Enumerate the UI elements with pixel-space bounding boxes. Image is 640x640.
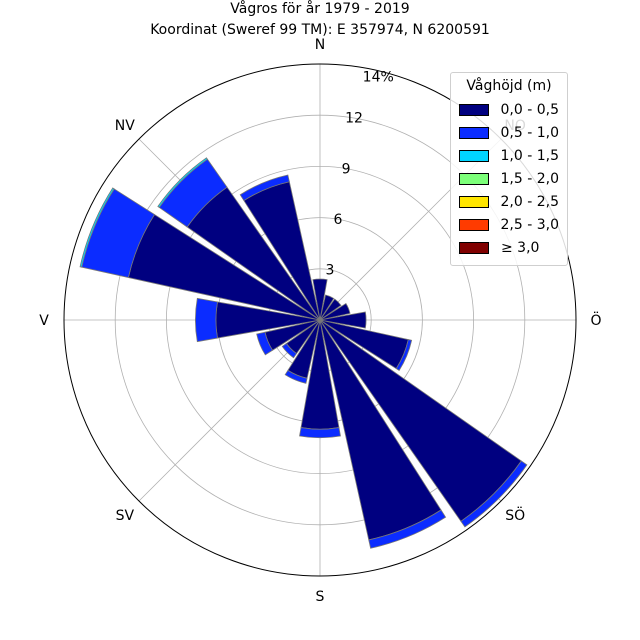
- direction-label: S: [316, 589, 325, 605]
- legend-entry: 1,0 - 1,5: [459, 144, 559, 167]
- direction-label: SV: [116, 508, 135, 524]
- legend-swatch: [459, 103, 489, 116]
- rose-bar-segment: [299, 427, 341, 439]
- rose-bar-segment: [281, 342, 298, 359]
- rose-bar-segment: [368, 509, 447, 549]
- chart-subtitle: Koordinat (Sweref 99 TM): E 357974, N 62…: [150, 22, 490, 38]
- grid-circle: [165, 165, 475, 475]
- direction-label: N: [315, 37, 325, 53]
- legend-label: ≥ 3,0: [501, 239, 540, 256]
- legend-label: 0,5 - 1,0: [500, 124, 559, 141]
- legend-label: 2,0 - 2,5: [500, 193, 559, 210]
- legend-swatch: [459, 241, 489, 254]
- rose-bar-segment: [157, 157, 208, 208]
- legend-entry: 2,5 - 3,0: [459, 213, 559, 236]
- legend-label: 1,5 - 2,0: [500, 170, 559, 187]
- legend-label: 0,0 - 0,5: [500, 101, 559, 118]
- legend-swatch: [459, 126, 489, 139]
- radial-tick-label: 6: [334, 212, 343, 228]
- rose-bar-segment: [79, 187, 115, 268]
- direction-label: NV: [115, 118, 135, 134]
- legend-label: 1,0 - 1,5: [500, 147, 559, 164]
- legend-entries: 0,0 - 0,5 0,5 - 1,0 1,0 - 1,5 1,5 - 2,0 2,0 …: [459, 98, 559, 259]
- rose-bar-segment: [319, 302, 351, 321]
- rose-bar-segment: [460, 460, 528, 528]
- legend-entry: 1,5 - 2,0: [459, 167, 559, 190]
- legend-swatch: [459, 195, 489, 208]
- rose-bars: [79, 157, 528, 549]
- legend-label: 2,5 - 3,0: [500, 216, 559, 233]
- radial-tick-label: 14%: [363, 69, 394, 85]
- direction-label: Ö: [590, 311, 601, 329]
- radial-tick-label: 3: [326, 262, 335, 278]
- legend-swatch: [459, 218, 489, 231]
- rose-bar-segment: [319, 298, 342, 321]
- legend: Våghöjd (m) 0,0 - 0,5 0,5 - 1,0 1,0 - 1,5 1…: [450, 72, 568, 266]
- legend-swatch: [459, 172, 489, 185]
- legend-entry: 0,0 - 0,5: [459, 98, 559, 121]
- legend-title: Våghöjd (m): [466, 78, 552, 94]
- radial-tick-label: 9: [342, 161, 351, 177]
- rose-bar-segment: [195, 297, 218, 343]
- direction-label: V: [39, 313, 49, 329]
- legend-entry: 0,5 - 1,0: [459, 121, 559, 144]
- grid-circle: [114, 114, 526, 526]
- rose-bar-segment: [256, 331, 274, 356]
- outer-ring: [63, 63, 577, 577]
- rose-bar-segment: [395, 339, 413, 371]
- direction-label: SÖ: [505, 506, 525, 524]
- legend-swatch: [459, 149, 489, 162]
- legend-entry: 2,0 - 2,5: [459, 190, 559, 213]
- radial-tick-label: 12: [345, 111, 363, 127]
- rose-bar-segment: [319, 311, 367, 329]
- rose-bar-segment: [319, 294, 335, 321]
- chart-title: Vågros för år 1979 - 2019: [230, 0, 409, 17]
- rose-bar-segment: [312, 278, 328, 321]
- rose-bar-segment: [239, 174, 290, 202]
- legend-entry: ≥ 3,0: [459, 236, 559, 259]
- rose-bar-segment: [284, 369, 308, 384]
